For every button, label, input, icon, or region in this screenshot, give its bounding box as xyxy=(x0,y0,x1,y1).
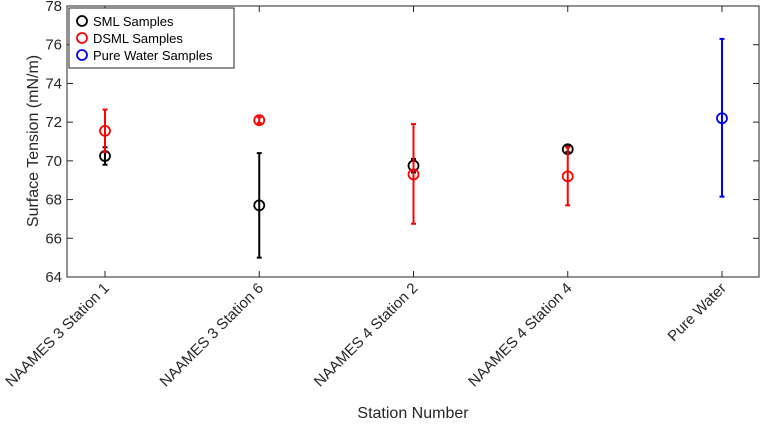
x-tick-label: NAAMES 3 Station 6 xyxy=(157,280,267,390)
legend-marker-2 xyxy=(76,49,88,61)
y-tick-label: 76 xyxy=(45,37,62,54)
legend-box xyxy=(68,7,235,69)
y-tick-label: 64 xyxy=(45,269,62,286)
legend-label-2: Pure Water Samples xyxy=(93,48,213,63)
x-tick-label: NAAMES 3 Station 1 xyxy=(2,280,112,390)
series-0-point-1 xyxy=(253,152,266,259)
y-tick-label: 78 xyxy=(45,0,62,15)
legend-label-1: DSML Samples xyxy=(93,31,183,46)
series-1-point-1 xyxy=(253,114,266,127)
x-tick-label: NAAMES 4 Station 4 xyxy=(465,280,575,390)
data-point-marker xyxy=(253,114,266,127)
x-tick-label: NAAMES 4 Station 2 xyxy=(311,280,421,390)
y-tick-label: 66 xyxy=(45,230,62,247)
data-marks xyxy=(99,37,728,259)
series-1-point-2 xyxy=(407,123,420,225)
data-point-marker xyxy=(99,124,111,137)
data-point-marker xyxy=(561,170,574,183)
y-tick-label: 70 xyxy=(45,153,62,170)
y-tick-label: 68 xyxy=(45,192,62,209)
x-tick-label: Pure Water xyxy=(665,280,730,345)
series-1-point-3 xyxy=(561,146,574,207)
x-axis-title: Station Number xyxy=(357,405,469,422)
legend-marker-1 xyxy=(76,32,88,44)
data-point-marker xyxy=(407,168,420,181)
series-2-point-0 xyxy=(716,37,728,198)
data-point-marker xyxy=(716,112,728,125)
legend-marker-0 xyxy=(76,15,88,27)
legend-label-0: SML Samples xyxy=(93,14,174,29)
data-point-marker xyxy=(253,199,266,212)
y-tick-label: 74 xyxy=(45,75,62,92)
y-tick-label: 72 xyxy=(45,114,62,131)
legend: SML Samples DSML Samples Pure Water Sample… xyxy=(68,7,235,69)
series-1-point-0 xyxy=(99,108,111,154)
y-axis-title: Surface Tension (mN/m) xyxy=(25,55,42,227)
